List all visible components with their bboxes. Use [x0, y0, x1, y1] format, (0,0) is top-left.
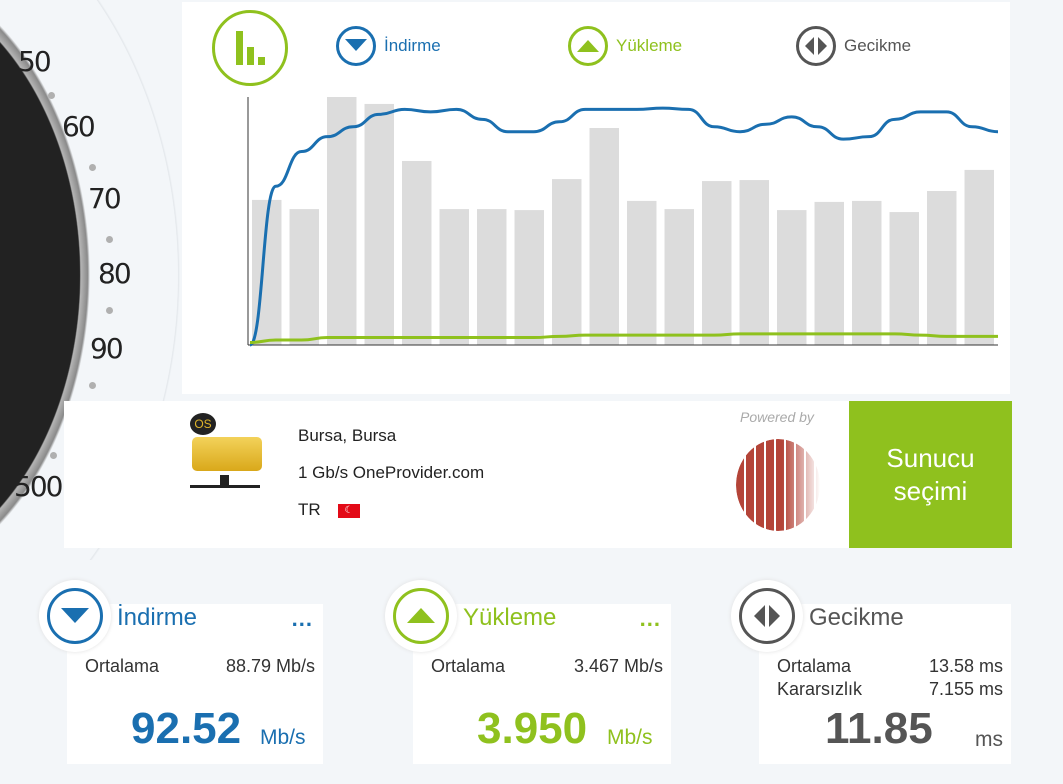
server-provider: 1 Gb/s OneProvider.com	[298, 463, 485, 482]
chart-bar	[327, 97, 357, 345]
average-value: 13.58 ms	[928, 656, 1003, 676]
ping-icon	[796, 26, 836, 66]
os-badge: OS	[190, 413, 216, 435]
chart-bar	[627, 200, 657, 345]
download-card: İndirme ... Ortalama 88.79 Mb/s 92.52 Mb/…	[39, 580, 323, 764]
turkey-flag-icon: ☾	[338, 504, 360, 518]
chart-bar	[702, 181, 732, 345]
server-panel: OS Bursa, Bursa 1 Gb/s OneProvider.com T…	[64, 401, 850, 548]
gauge-dot	[89, 164, 96, 171]
gauge-tick-label: 80	[98, 257, 132, 290]
legend-label: Gecikme	[844, 36, 912, 55]
chart-bar	[927, 190, 957, 345]
gauge-dot	[89, 382, 96, 389]
ping-card: Gecikme Ortalama 13.58 ms Kararsızlık 7.15…	[731, 580, 1011, 764]
chart-bar	[514, 210, 544, 345]
legend-ping: Gecikme	[796, 26, 911, 66]
gauge-tick-label: 60	[62, 110, 96, 143]
chart-bar	[552, 179, 582, 345]
chart-bar	[477, 209, 507, 345]
chart-bar	[814, 201, 844, 345]
gauge-tick-label: 50	[18, 45, 52, 78]
chart-bar	[439, 209, 469, 345]
download-icon	[336, 26, 376, 66]
series-line-download	[248, 106, 999, 347]
average-value: 3.467 Mb/s	[573, 656, 663, 676]
server-city: Bursa, Bursa	[298, 426, 397, 445]
select-server-button[interactable]: Sunucu seçimi	[849, 401, 1012, 548]
chart-icon	[212, 10, 288, 86]
gauge-dot	[106, 236, 113, 243]
upload-icon	[568, 26, 608, 66]
gauge-tick-label: 500	[14, 470, 63, 503]
upload-icon	[393, 588, 449, 644]
more-button[interactable]: ...	[291, 606, 313, 631]
more-button[interactable]: ...	[639, 606, 661, 631]
server-icon: OS	[190, 413, 266, 493]
chart-bar	[777, 210, 807, 345]
download-speed: 92.52	[131, 704, 242, 753]
chart-bar	[664, 209, 694, 345]
legend-upload: Yükleme	[568, 26, 682, 66]
ping-unit: ms	[975, 728, 1003, 751]
chart-bar	[402, 160, 432, 345]
jitter-value: 7.155 ms	[928, 679, 1003, 699]
gauge-dot	[50, 452, 57, 459]
powered-by-label: Powered by	[740, 409, 814, 425]
upload-card: Yükleme ... Ortalama 3.467 Mb/s 3.950 Mb/…	[385, 580, 671, 764]
card-title: İndirme	[117, 604, 198, 631]
chart-bar	[289, 209, 319, 345]
card-title: Gecikme	[809, 604, 904, 631]
card-title: Yükleme	[463, 604, 557, 631]
average-value: 88.79 Mb/s	[225, 656, 315, 676]
speed-unit: Mb/s	[607, 726, 653, 749]
legend-label: Yükleme	[616, 36, 683, 55]
chart-bar	[964, 169, 994, 345]
upload-speed: 3.950	[477, 704, 588, 753]
average-label: Ortalama	[777, 656, 852, 676]
speed-unit: Mb/s	[260, 726, 306, 749]
chart-bar	[852, 200, 882, 345]
series-line-upload	[249, 332, 998, 345]
server-country: TR	[298, 500, 321, 519]
chart-panel: İndirme Yükleme Gecikme	[182, 2, 1010, 394]
average-label: Ortalama	[431, 656, 506, 676]
ping-icon	[739, 588, 795, 644]
gauge-dot	[48, 92, 55, 99]
speed-chart	[247, 97, 999, 347]
gauge-tick-label: 90	[90, 332, 124, 365]
ookla-globe-logo	[736, 439, 820, 531]
chart-bar	[739, 180, 769, 345]
chart-bar	[589, 128, 619, 345]
jitter-label: Kararsızlık	[777, 679, 863, 699]
gauge-tick-label: 70	[88, 182, 122, 215]
legend-label: İndirme	[384, 36, 441, 55]
ping-value: 11.85	[825, 704, 933, 753]
gauge-dot	[106, 307, 113, 314]
legend-download: İndirme	[336, 26, 441, 66]
chart-bar	[364, 103, 394, 345]
chart-bar	[889, 212, 919, 345]
average-label: Ortalama	[85, 656, 160, 676]
download-icon	[47, 588, 103, 644]
